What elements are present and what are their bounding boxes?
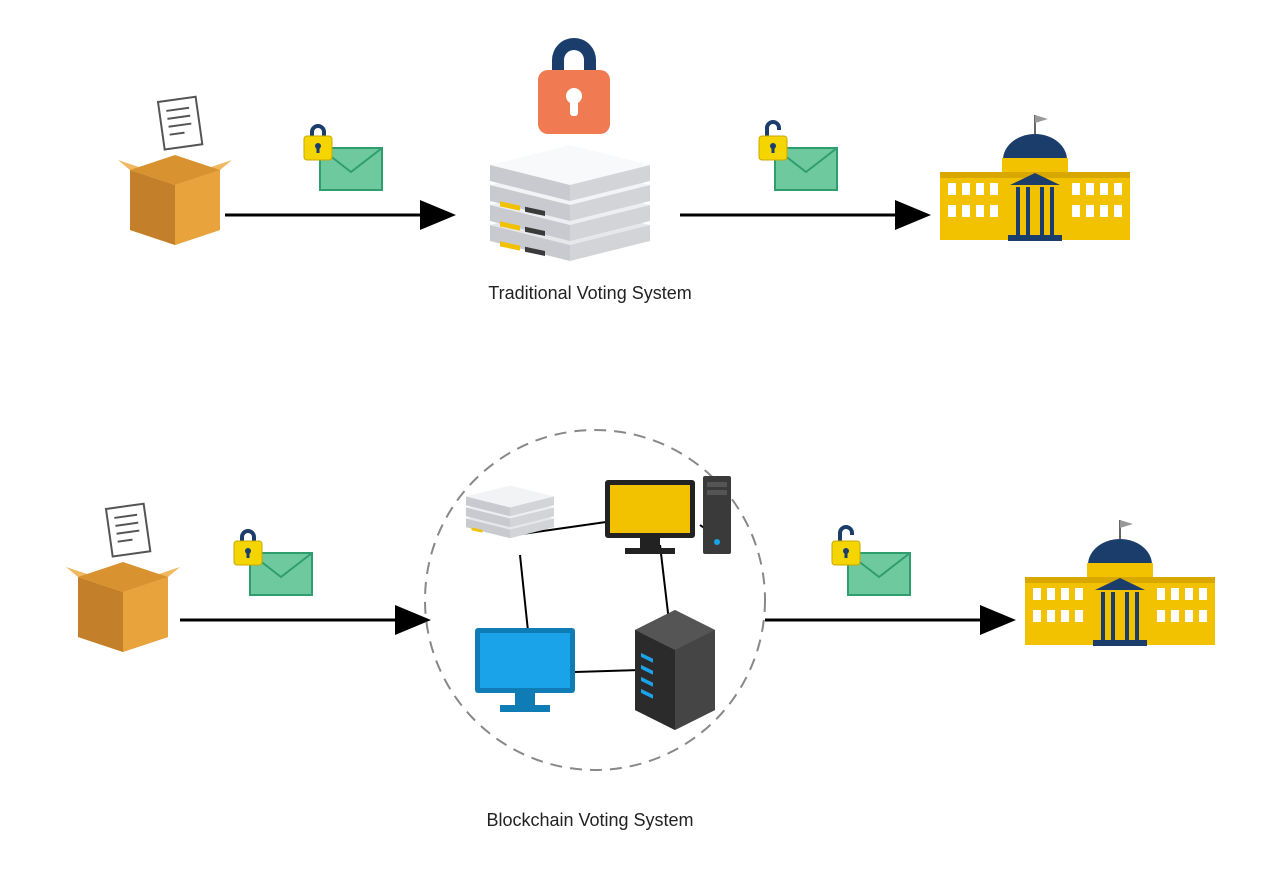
blockchain-label: Blockchain Voting System bbox=[440, 810, 740, 831]
unlocked-envelope-icon bbox=[832, 525, 910, 595]
locked-envelope-icon bbox=[304, 124, 382, 190]
ballot-box-icon bbox=[118, 97, 232, 245]
desktop-yellow-icon bbox=[605, 476, 731, 554]
server-tower-icon bbox=[635, 610, 715, 730]
monitor-blue-icon bbox=[475, 628, 575, 712]
big-lock-icon bbox=[538, 38, 610, 134]
capitol-building-icon bbox=[940, 115, 1130, 241]
ballot-box-icon bbox=[66, 504, 180, 652]
server-stack-icon bbox=[490, 145, 650, 261]
unlocked-envelope-icon bbox=[759, 120, 837, 190]
diagram-canvas: Traditional Voting System Blockchain Vot… bbox=[0, 0, 1280, 877]
locked-envelope-icon bbox=[234, 529, 312, 595]
diagram-svg bbox=[0, 0, 1280, 877]
server-stack-small-icon bbox=[466, 486, 554, 539]
capitol-building-icon bbox=[1025, 520, 1215, 646]
traditional-label: Traditional Voting System bbox=[440, 283, 740, 304]
